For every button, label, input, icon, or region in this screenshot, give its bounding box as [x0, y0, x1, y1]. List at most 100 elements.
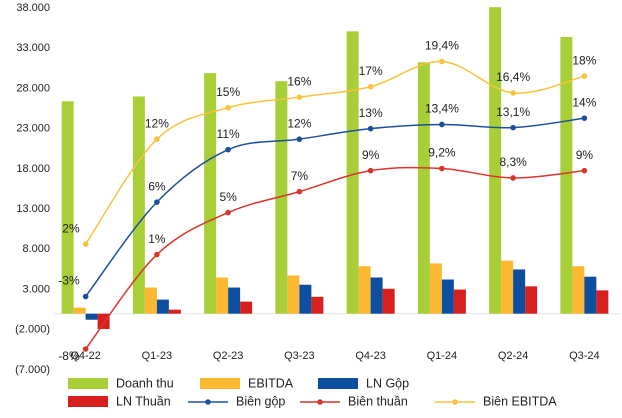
x-tick-label: Q2-23: [213, 350, 244, 362]
y-tick-label: 8.000: [22, 243, 50, 255]
data-label: 2%: [62, 221, 80, 235]
data-label: 11%: [217, 127, 240, 141]
bar: [275, 81, 288, 314]
data-label: 13%: [359, 106, 383, 120]
bar: [156, 299, 169, 314]
y-tick-label: 28.000: [16, 82, 50, 94]
bar: [429, 263, 442, 314]
data-label: 18%: [572, 53, 596, 67]
point: [439, 58, 445, 65]
data-label: 17%: [359, 64, 383, 78]
bar: [346, 31, 359, 314]
data-label: 14%: [572, 95, 596, 109]
legend-swatch: [317, 399, 323, 405]
bar: [132, 96, 145, 314]
legend-swatch: [68, 396, 108, 407]
data-label: 13,1%: [496, 105, 530, 119]
point: [154, 199, 160, 205]
y-tick-label: 13.000: [16, 203, 50, 215]
point: [296, 136, 303, 142]
legend-swatch: [68, 378, 108, 389]
bar: [61, 101, 74, 314]
bar: [525, 286, 538, 314]
x-tick-label: Q2-24: [498, 350, 529, 362]
bar: [584, 276, 597, 314]
point: [82, 241, 89, 247]
data-label: 19,4%: [425, 39, 459, 53]
x-tick-label: Q3-24: [569, 350, 600, 362]
bar: [513, 269, 526, 314]
point: [225, 104, 231, 111]
data-label: 5%: [219, 190, 237, 204]
point: [581, 73, 588, 80]
y-tick-label: 23.000: [16, 123, 50, 135]
point: [296, 94, 303, 100]
x-tick-label: Q4-23: [355, 350, 386, 362]
point: [225, 209, 231, 216]
bar: [299, 284, 312, 314]
point: [154, 251, 160, 258]
legend-label: LN Gộp: [366, 376, 409, 390]
data-label: -8%: [58, 349, 80, 363]
point: [439, 165, 445, 172]
data-label: 8,3%: [499, 155, 527, 169]
bar: [560, 36, 573, 314]
bar: [417, 62, 430, 314]
bar: [501, 260, 514, 314]
point: [296, 188, 303, 195]
x-tick-label: Q1-23: [142, 350, 173, 362]
y-tick-label: 18.000: [16, 163, 50, 175]
point: [581, 167, 588, 174]
legend-swatch: [200, 378, 240, 389]
bar: [453, 289, 466, 314]
point: [510, 124, 516, 131]
y-tick-label: 3.000: [22, 283, 50, 295]
bar: [204, 73, 217, 314]
legend-label: EBITDA: [248, 376, 294, 390]
point: [367, 83, 374, 90]
y-tick-label: 38.000: [16, 2, 50, 14]
bar: [489, 7, 502, 314]
bar: [168, 309, 181, 314]
data-label: 1%: [148, 232, 166, 246]
y-tick-label: (7.000): [15, 364, 50, 376]
bar: [240, 301, 253, 314]
line: [85, 60, 585, 245]
point: [82, 346, 89, 352]
data-label: 9%: [576, 148, 594, 162]
line: [85, 166, 585, 350]
point: [510, 90, 516, 96]
bar: [228, 287, 241, 314]
bar: [370, 277, 383, 314]
legend-label: Biên thuần: [348, 394, 408, 408]
bar: [311, 296, 324, 314]
data-label: 9%: [362, 148, 380, 162]
bar: [97, 313, 110, 329]
data-label: 16,4%: [496, 70, 530, 84]
point: [82, 293, 89, 300]
point: [510, 175, 516, 181]
bar: [596, 290, 609, 314]
bar: [73, 307, 86, 314]
bar: [287, 275, 300, 314]
data-label: 12%: [145, 116, 169, 130]
legend-swatch: [452, 399, 458, 405]
legend-swatch: [318, 378, 358, 389]
point: [154, 136, 160, 142]
bar: [441, 279, 454, 314]
point: [439, 121, 445, 128]
data-label: 6%: [148, 179, 166, 193]
point: [581, 115, 588, 121]
legend-label: Doanh thu: [116, 376, 174, 390]
legend-swatch: [205, 399, 211, 405]
y-tick-label: (2.000): [15, 324, 50, 336]
bar: [216, 277, 229, 314]
data-label: 7%: [291, 169, 309, 183]
data-label: 12%: [287, 116, 311, 130]
bar: [572, 266, 585, 314]
legend-label: LN Thuần: [116, 394, 171, 408]
bar: [85, 313, 98, 320]
point: [367, 167, 374, 174]
